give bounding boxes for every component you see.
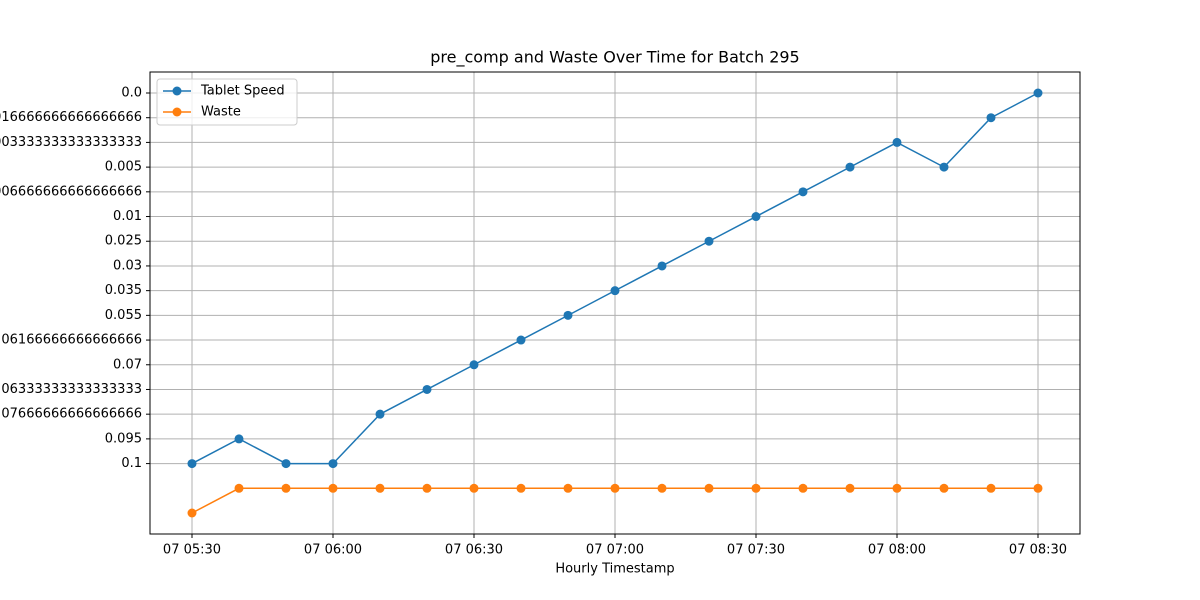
data-point xyxy=(845,483,855,493)
data-point xyxy=(939,483,949,493)
x-tick-label: 07 06:30 xyxy=(445,543,503,558)
legend-marker xyxy=(172,86,182,96)
data-point xyxy=(234,434,244,444)
data-point xyxy=(704,483,714,493)
data-point xyxy=(469,360,479,370)
data-point xyxy=(939,162,949,172)
x-tick-label: 07 07:00 xyxy=(586,543,644,558)
data-point xyxy=(187,508,197,518)
data-point xyxy=(986,113,996,123)
y-tick-label: 0.07666666666666666 xyxy=(0,407,142,422)
data-point xyxy=(845,162,855,172)
data-point xyxy=(892,483,902,493)
data-point xyxy=(704,236,714,246)
y-tick-label: 0.006666666666666666 xyxy=(0,184,142,199)
data-point xyxy=(281,459,291,469)
data-point xyxy=(798,187,808,197)
data-point xyxy=(469,483,479,493)
y-tick-label: 0.03 xyxy=(113,258,142,273)
x-tick-label: 07 08:30 xyxy=(1009,543,1067,558)
x-tick-label: 07 08:00 xyxy=(868,543,926,558)
legend-label: Tablet Speed xyxy=(200,84,285,99)
data-point xyxy=(986,483,996,493)
data-point xyxy=(1033,483,1043,493)
data-point xyxy=(563,483,573,493)
x-axis-label: Hourly Timestamp xyxy=(555,562,674,577)
data-point xyxy=(422,483,432,493)
y-tick-label: 0.0016666666666666666 xyxy=(0,110,142,125)
y-tick-label: 0.01 xyxy=(113,209,142,224)
data-point xyxy=(892,137,902,147)
data-point xyxy=(798,483,808,493)
data-point xyxy=(563,310,573,320)
data-point xyxy=(610,286,620,296)
y-tick-label: 0.06333333333333333 xyxy=(0,382,142,397)
x-tick-label: 07 05:30 xyxy=(163,543,221,558)
data-point xyxy=(1033,88,1043,98)
y-tick-label: 0.06166666666666666 xyxy=(0,333,142,348)
y-tick-label: 0.07 xyxy=(113,357,142,372)
y-tick-label: 0.1 xyxy=(121,456,142,471)
y-tick-label: 0.095 xyxy=(105,431,142,446)
data-point xyxy=(375,409,385,419)
data-point xyxy=(657,483,667,493)
x-tick-label: 07 06:00 xyxy=(304,543,362,558)
data-point xyxy=(516,335,526,345)
y-tick-label: 0.003333333333333333 xyxy=(0,135,142,150)
legend-marker xyxy=(172,107,182,117)
data-point xyxy=(422,384,432,394)
y-tick-label: 0.035 xyxy=(105,283,142,298)
data-point xyxy=(281,483,291,493)
legend-label: Waste xyxy=(201,105,241,120)
data-point xyxy=(234,483,244,493)
data-point xyxy=(328,459,338,469)
data-point xyxy=(657,261,667,271)
x-tick-label: 07 07:30 xyxy=(727,543,785,558)
legend-box xyxy=(156,78,298,126)
plot-frame xyxy=(149,71,1081,535)
data-point xyxy=(375,483,385,493)
y-tick-label: 0.0 xyxy=(121,86,142,101)
data-point xyxy=(610,483,620,493)
y-tick-label: 0.005 xyxy=(105,160,142,175)
data-point xyxy=(751,483,761,493)
data-point xyxy=(187,459,197,469)
chart-title: pre_comp and Waste Over Time for Batch 2… xyxy=(430,48,799,68)
data-point xyxy=(328,483,338,493)
y-tick-label: 0.025 xyxy=(105,234,142,249)
y-tick-label: 0.055 xyxy=(105,308,142,323)
data-point xyxy=(516,483,526,493)
data-point xyxy=(751,212,761,222)
